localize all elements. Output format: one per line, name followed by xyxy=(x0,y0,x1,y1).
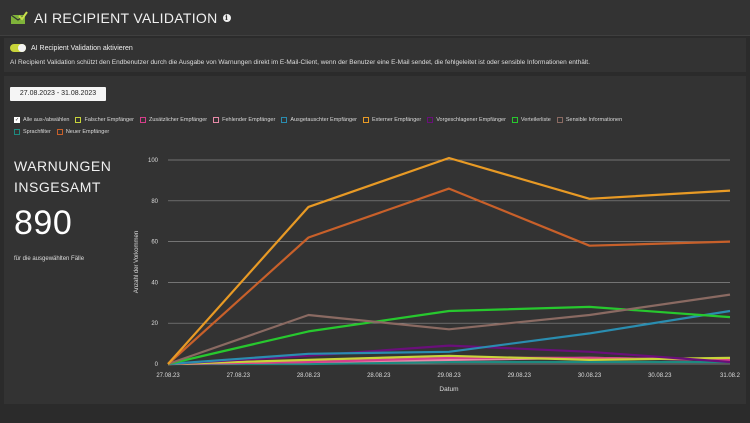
statistics-panel: 27.08.2023 - 31.08.2023 ✓ Alle aus-/abwä… xyxy=(4,76,746,404)
y-tick-label: 60 xyxy=(151,240,158,246)
series-line xyxy=(167,354,731,366)
legend-item[interactable]: Ausgetauschter Empfänger xyxy=(281,117,357,123)
legend-label: Alle aus-/abwählen xyxy=(23,117,70,123)
checkbox-icon[interactable] xyxy=(14,129,20,135)
page-title: AI RECIPIENT VALIDATION xyxy=(34,9,218,26)
y-tick-label: 0 xyxy=(155,362,159,368)
check-envelope-icon xyxy=(10,10,28,24)
checkbox-icon[interactable] xyxy=(213,117,220,123)
checkbox-checked-icon[interactable]: ✓ xyxy=(14,117,20,123)
x-tick-label: 28.08.23 xyxy=(367,373,391,379)
legend-label: Vorgeschlagener Empfänger xyxy=(436,117,506,123)
total-warnings-title-line2: INSGESAMT xyxy=(14,179,101,195)
x-tick-label: 29.08.23 xyxy=(437,373,461,379)
legend-item[interactable]: Falscher Empfänger xyxy=(75,117,134,123)
x-tick-label: 30.08.23 xyxy=(578,373,602,379)
legend-item[interactable]: Zusätzlicher Empfänger xyxy=(140,117,207,123)
toggle-row: AI Recipient Validation aktivieren xyxy=(10,44,133,52)
x-tick-label: 29.08.23 xyxy=(508,373,532,379)
series-line xyxy=(168,360,730,366)
legend-label: Fehlender Empfänger xyxy=(222,117,276,123)
legend-item[interactable]: Sensible Informationen xyxy=(556,117,623,123)
legend-row-2: Sprachfilter Neuer Empfänger xyxy=(14,126,739,138)
description-text: AI Recipient Validation schützt den Endb… xyxy=(10,59,590,66)
series-line xyxy=(167,156,731,365)
x-tick-label: 27.08.23 xyxy=(156,373,180,379)
legend-item[interactable]: Neuer Empfänger xyxy=(56,129,110,135)
checkbox-icon[interactable] xyxy=(427,117,434,123)
x-tick-label: 30.08.23 xyxy=(648,373,672,379)
total-warnings-value: 890 xyxy=(14,204,73,242)
total-warnings-subtitle: für die ausgewählten Fälle xyxy=(14,256,85,262)
legend-label: Sprachfilter xyxy=(23,129,51,135)
legend-item[interactable]: Vorgeschlagener Empfänger xyxy=(427,117,506,123)
header-bar: AI RECIPIENT VALIDATION i xyxy=(0,0,750,36)
checkbox-icon[interactable] xyxy=(511,117,518,123)
series-line xyxy=(167,344,731,366)
series-line xyxy=(167,305,731,366)
x-tick-label: 28.08.23 xyxy=(297,373,321,379)
settings-panel: AI Recipient Validation aktivieren AI Re… xyxy=(4,38,746,72)
checkbox-icon[interactable] xyxy=(140,117,147,123)
y-tick-label: 100 xyxy=(148,158,159,164)
legend-row-1: ✓ Alle aus-/abwählen Falscher Empfänger Z… xyxy=(14,114,739,126)
series-line xyxy=(167,187,731,365)
legend-item[interactable]: Sprachfilter xyxy=(14,129,51,135)
series-line xyxy=(167,309,731,366)
legend-label: Falscher Empfänger xyxy=(84,117,135,123)
legend-label: Externer Empfänger xyxy=(371,117,422,123)
checkbox-icon[interactable] xyxy=(281,117,288,123)
legend-label: Ausgetauschter Empfänger xyxy=(290,117,357,123)
x-tick-label: 27.08.23 xyxy=(227,373,251,379)
legend-item[interactable]: Externer Empfänger xyxy=(362,117,422,123)
info-icon[interactable]: i xyxy=(222,13,231,22)
series-line xyxy=(167,293,731,366)
checkbox-icon[interactable] xyxy=(75,117,82,123)
total-warnings-title: WARNUNGEN INSGESAMT xyxy=(14,156,111,198)
enable-toggle[interactable] xyxy=(10,44,26,52)
checkbox-icon[interactable] xyxy=(56,129,63,135)
x-tick-label: 31.08.2 xyxy=(720,373,741,379)
total-warnings-title-line1: WARNUNGEN xyxy=(14,158,112,174)
date-range-button[interactable]: 27.08.2023 - 31.08.2023 xyxy=(10,87,106,101)
legend-label: Zusätzlicher Empfänger xyxy=(149,117,208,123)
legend-item[interactable]: Fehlender Empfänger xyxy=(213,117,275,123)
legend: ✓ Alle aus-/abwählen Falscher Empfänger Z… xyxy=(14,114,739,138)
legend-item[interactable]: Verteilerliste xyxy=(511,117,551,123)
y-tick-label: 40 xyxy=(151,280,158,286)
warnings-line-chart: 0 20 40 60 80 100 27.08.23 27.08.23 28.08.23 28.0… xyxy=(134,156,741,393)
y-tick-label: 20 xyxy=(151,321,158,327)
bottom-strip xyxy=(0,404,750,423)
x-axis-label: Datum xyxy=(439,386,458,393)
y-axis-label: Anzahl der Vorkommen xyxy=(134,231,140,293)
legend-label: Sensible Informationen xyxy=(565,117,623,123)
y-tick-label: 80 xyxy=(151,199,158,205)
legend-label: Neuer Empfänger xyxy=(65,129,110,135)
legend-select-all[interactable]: ✓ Alle aus-/abwählen xyxy=(14,117,69,123)
toggle-knob xyxy=(18,44,26,52)
toggle-label: AI Recipient Validation aktivieren xyxy=(31,44,133,52)
legend-label: Verteilerliste xyxy=(520,117,551,123)
checkbox-icon[interactable] xyxy=(362,117,369,123)
checkbox-icon[interactable] xyxy=(556,117,563,123)
